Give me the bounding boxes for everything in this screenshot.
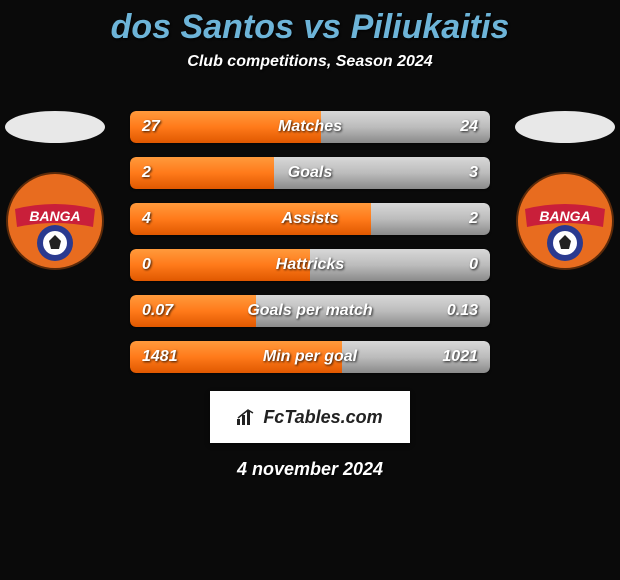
player-right-column: BANGA xyxy=(510,111,620,271)
infographic-container: dos Santos vs Piliukaitis Club competiti… xyxy=(0,0,620,480)
stat-value-left: 1481 xyxy=(142,348,178,366)
stat-label: Goals per match xyxy=(247,302,372,320)
date-label: 4 november 2024 xyxy=(0,459,620,480)
branding-badge: FcTables.com xyxy=(210,391,410,443)
svg-text:BANGA: BANGA xyxy=(539,208,590,224)
chart-icon xyxy=(237,409,257,425)
stat-value-left: 0.07 xyxy=(142,302,173,320)
stat-row: 1481 1021 Min per goal xyxy=(130,341,490,373)
stat-bars: 27 24 Matches 2 3 Goals 4 2 Assists 0 0 Hattricks 0.… xyxy=(130,111,490,373)
stat-label: Matches xyxy=(278,118,342,136)
svg-text:BANGA: BANGA xyxy=(29,208,80,224)
stat-value-left: 2 xyxy=(142,164,151,182)
stat-value-right: 0 xyxy=(469,256,478,274)
club-crest-right-icon: BANGA xyxy=(515,171,615,271)
stat-value-right: 0.13 xyxy=(447,302,478,320)
page-title: dos Santos vs Piliukaitis xyxy=(0,8,620,47)
stats-area: BANGA BANGA 27 24 Matches 2 3 Goals 4 2 Assists 0… xyxy=(0,111,620,480)
stat-row: 2 3 Goals xyxy=(130,157,490,189)
stat-row: 0 0 Hattricks xyxy=(130,249,490,281)
stat-row: 27 24 Matches xyxy=(130,111,490,143)
stat-row: 4 2 Assists xyxy=(130,203,490,235)
stat-label: Assists xyxy=(282,210,339,228)
player-left-column: BANGA xyxy=(0,111,110,271)
subtitle: Club competitions, Season 2024 xyxy=(0,53,620,71)
stat-label: Goals xyxy=(288,164,332,182)
stat-value-right: 1021 xyxy=(442,348,478,366)
club-crest-left-icon: BANGA xyxy=(5,171,105,271)
branding-label: FcTables.com xyxy=(263,407,382,428)
bar-fill-left xyxy=(130,157,274,189)
stat-label: Hattricks xyxy=(276,256,344,274)
stat-value-left: 0 xyxy=(142,256,151,274)
stat-value-right: 3 xyxy=(469,164,478,182)
flag-right-icon xyxy=(515,111,615,143)
stat-row: 0.07 0.13 Goals per match xyxy=(130,295,490,327)
stat-value-left: 4 xyxy=(142,210,151,228)
flag-left-icon xyxy=(5,111,105,143)
stat-value-left: 27 xyxy=(142,118,160,136)
stat-value-right: 2 xyxy=(469,210,478,228)
stat-value-right: 24 xyxy=(460,118,478,136)
stat-label: Min per goal xyxy=(263,348,357,366)
